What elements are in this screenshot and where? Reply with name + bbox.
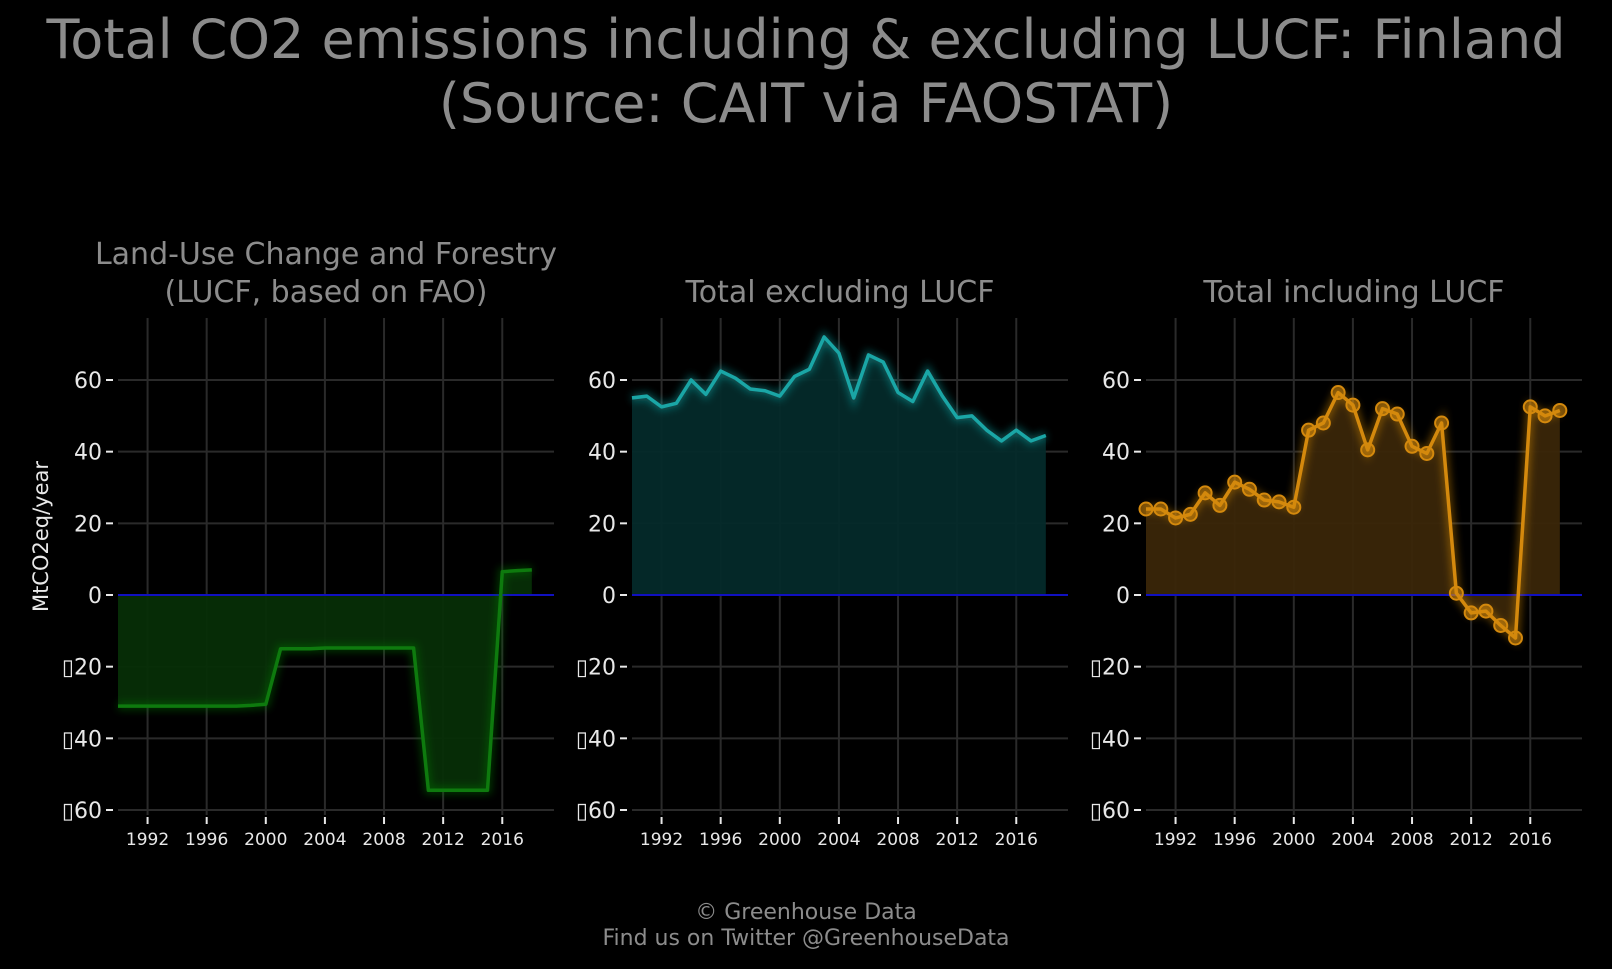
x-tick-label: 1996 [1213, 830, 1256, 850]
x-tick-label: 1996 [185, 830, 228, 850]
y-tick-label: 40 [1102, 441, 1130, 466]
main-title-line-1: Total CO2 emissions including & excludin… [46, 8, 1566, 71]
data-point [1286, 499, 1302, 515]
y-tick-label: 0 [1116, 584, 1130, 609]
data-point [1478, 603, 1494, 619]
area-fill [1146, 392, 1560, 638]
x-axis: 1992 1996 2000 2004 2008 2012 2016 [640, 817, 1038, 850]
x-tick-label: 2016 [1509, 830, 1552, 850]
data-point [1389, 406, 1405, 422]
y-tick-label: 40 [74, 441, 102, 466]
x-tick-label: 2004 [303, 830, 346, 850]
main-title: Total CO2 emissions including & excludin… [0, 8, 1612, 136]
x-axis: 1992 1996 2000 2004 2008 2012 2016 [1154, 817, 1552, 850]
x-tick-label: 2004 [817, 830, 860, 850]
y-axis: 60 40 20 0 ▯20 ▯40 ▯60 [1090, 369, 1141, 824]
series-line [118, 568, 532, 793]
data-point [1241, 481, 1257, 497]
y-tick-label: 60 [588, 369, 616, 394]
x-tick-label: 1992 [640, 830, 683, 850]
data-point [1345, 397, 1361, 413]
y-tick-label: ▯60 [576, 799, 616, 824]
data-point [1493, 617, 1509, 633]
data-point [1182, 506, 1198, 522]
y-tick-label: ▯40 [576, 727, 616, 752]
data-point [1463, 605, 1479, 621]
data-point [1256, 492, 1272, 508]
y-tick-label: ▯40 [62, 727, 102, 752]
data-point [1448, 585, 1464, 601]
y-tick-label: ▯40 [1090, 727, 1130, 752]
y-tick-label: 20 [588, 512, 616, 537]
data-point [1507, 630, 1523, 646]
x-tick-label: 2000 [244, 830, 287, 850]
data-point [1227, 474, 1243, 490]
y-tick-label: ▯20 [576, 656, 616, 681]
y-tick-label: ▯60 [62, 799, 102, 824]
x-tick-label: 2012 [936, 830, 979, 850]
x-tick-label: 2012 [1450, 830, 1493, 850]
data-point [1271, 494, 1287, 510]
markers [1138, 385, 1568, 646]
data-point [1434, 415, 1450, 431]
footer: © Greenhouse Data Find us on Twitter @Gr… [0, 900, 1612, 952]
y-axis: 60 40 20 0 ▯20 ▯40 ▯60 [576, 369, 627, 824]
chart-panel-3: 60 40 20 0 ▯20 ▯40 ▯60 1992 1996 2000 2004 2008 2012… [1090, 275, 1582, 850]
x-tick-label: 2016 [481, 830, 524, 850]
data-point [1374, 401, 1390, 417]
x-tick-label: 2000 [1272, 830, 1315, 850]
footer-twitter: Find us on Twitter @GreenhouseData [602, 926, 1010, 951]
y-tick-label: 0 [602, 584, 616, 609]
x-tick-label: 1992 [1154, 830, 1197, 850]
footer-copyright: © Greenhouse Data [695, 900, 917, 925]
y-tick-label: 20 [74, 512, 102, 537]
x-tick-label: 1992 [126, 830, 169, 850]
data-point [1537, 408, 1553, 424]
y-tick-label: 20 [1102, 512, 1130, 537]
data-point [1153, 501, 1169, 517]
y-tick-label: 0 [88, 584, 102, 609]
data-point [1522, 399, 1538, 415]
x-tick-label: 2008 [1390, 830, 1433, 850]
y-tick-label: 60 [74, 369, 102, 394]
data-point [1315, 415, 1331, 431]
panel-title: Total excluding LUCF [685, 275, 995, 310]
data-point [1419, 445, 1435, 461]
x-tick-label: 2000 [758, 830, 801, 850]
area-fill [632, 337, 1046, 595]
y-tick-label: ▯20 [1090, 656, 1130, 681]
y-tick-label: ▯20 [62, 656, 102, 681]
data-point [1197, 485, 1213, 501]
x-tick-label: 2016 [995, 830, 1038, 850]
data-point [1168, 510, 1184, 526]
data-point [1330, 385, 1346, 401]
series-line [631, 335, 1047, 443]
data-point [1138, 501, 1154, 517]
panel-title: Land-Use Change and Forestry [95, 237, 557, 272]
main-title-line-2: (Source: CAIT via FAOSTAT) [438, 72, 1174, 135]
area-fill [118, 569, 532, 791]
chart-panel-2: 60 40 20 0 ▯20 ▯40 ▯60 1992 1996 2000 2004 2008 2012… [576, 275, 1068, 850]
x-tick-label: 2008 [362, 830, 405, 850]
y-axis-label: MtCO2eq/year [29, 461, 53, 612]
panel-title: Total including LUCF [1202, 275, 1504, 310]
data-point [1360, 442, 1376, 458]
x-tick-label: 1996 [699, 830, 742, 850]
x-tick-label: 2004 [1331, 830, 1374, 850]
y-tick-label: 40 [588, 441, 616, 466]
chart-panel-1: 60 40 20 0 ▯20 ▯40 ▯60 1992 1996 2000 2004 2008 2012… [29, 237, 557, 850]
x-tick-label: 2012 [422, 830, 465, 850]
data-point [1552, 402, 1568, 418]
x-tick-label: 2008 [876, 830, 919, 850]
y-axis: 60 40 20 0 ▯20 ▯40 ▯60 [62, 369, 113, 824]
data-point [1404, 438, 1420, 454]
data-point [1301, 422, 1317, 438]
panel-title: (LUCF, based on FAO) [165, 275, 488, 310]
y-tick-label: 60 [1102, 369, 1130, 394]
data-point [1212, 497, 1228, 513]
x-axis: 1992 1996 2000 2004 2008 2012 2016 [126, 817, 524, 850]
y-tick-label: ▯60 [1090, 799, 1130, 824]
